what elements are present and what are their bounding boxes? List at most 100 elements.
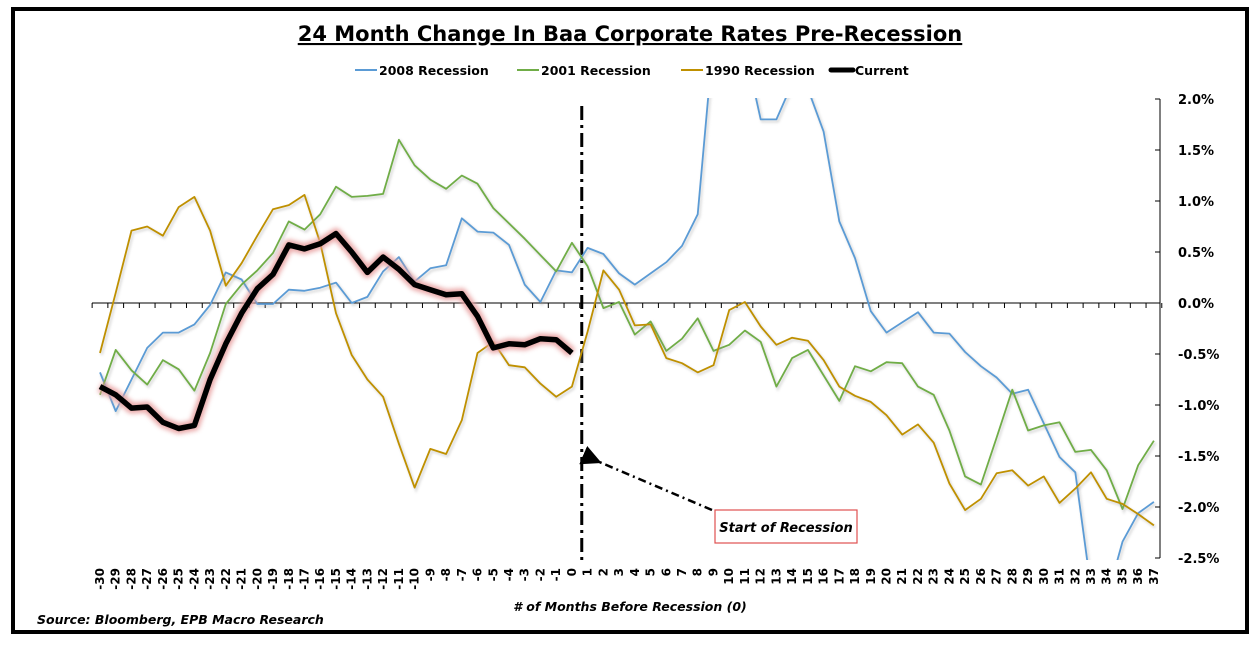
x-tick-label: 15 bbox=[801, 568, 815, 585]
legend-label: Current bbox=[855, 63, 909, 78]
x-tick-label: -19 bbox=[266, 568, 280, 590]
x-tick-label: -20 bbox=[250, 568, 264, 590]
series-2001-recession-shadow bbox=[100, 138, 1157, 515]
x-tick-label: 8 bbox=[691, 568, 705, 576]
x-tick-label: 2 bbox=[596, 568, 610, 576]
x-tick-label: 28 bbox=[1005, 568, 1019, 585]
x-tick-label: 11 bbox=[738, 568, 752, 585]
x-tick-label: 16 bbox=[817, 568, 831, 585]
series-1990-recession-line bbox=[99, 193, 1155, 527]
series-layer bbox=[97, 98, 1157, 560]
x-tick-label: 20 bbox=[880, 568, 894, 585]
x-tick-label: -17 bbox=[297, 568, 311, 590]
x-axis: -30 -29 -28 -27 -26 -25 -24 -23 -22 -21 -20 -19 -18-… bbox=[91, 302, 1163, 590]
x-tick-label: -16 bbox=[313, 568, 327, 590]
legend-item-current: Current bbox=[828, 63, 909, 78]
x-tick-label: 36 bbox=[1131, 568, 1145, 585]
x-tick-label: 21 bbox=[895, 568, 909, 585]
y-tick-label: 2.0% bbox=[1178, 93, 1214, 108]
chart-title: 24 Month Change In Baa Corporate Rates P… bbox=[298, 22, 963, 46]
series-1990-recession-shadow bbox=[100, 194, 1157, 529]
x-tick-label: 33 bbox=[1084, 568, 1098, 585]
legend-item-1990-recession: 1990 Recession bbox=[681, 63, 815, 78]
annotation-text: Start of Recession bbox=[719, 521, 852, 536]
legend-item-2001-recession: 2001 Recession bbox=[517, 63, 651, 78]
x-tick-label: -24 bbox=[187, 568, 201, 590]
x-tick-label: 31 bbox=[1053, 568, 1067, 585]
x-tick-label: -28 bbox=[124, 568, 138, 590]
x-tick-label: 7 bbox=[675, 568, 689, 576]
y-tick-label: -1.5% bbox=[1178, 450, 1219, 465]
x-tick-label: -4 bbox=[502, 568, 516, 581]
annotation-arrow bbox=[579, 445, 713, 512]
x-tick-label: -9 bbox=[423, 568, 437, 581]
x-tick-label: 32 bbox=[1068, 568, 1082, 585]
series-2008-recession-line bbox=[99, 98, 1155, 560]
x-tick-label: 29 bbox=[1021, 568, 1035, 585]
x-tick-label: -1 bbox=[549, 568, 563, 581]
series-current-glow bbox=[97, 228, 576, 434]
x-tick-label: 18 bbox=[848, 568, 862, 585]
x-tick-label: -14 bbox=[345, 568, 359, 590]
x-tick-label: 1 bbox=[581, 568, 595, 576]
x-tick-label: 12 bbox=[754, 568, 768, 585]
x-tick-label: -2 bbox=[533, 568, 547, 581]
x-tick-label: 9 bbox=[706, 568, 720, 576]
y-tick-label: 0.5% bbox=[1178, 246, 1214, 261]
x-tick-label: -18 bbox=[282, 568, 296, 590]
y-axis: 2.0% 1.5% 1.0% 0.5% 0.0% -0.5% -1.0% -1.5% -2.0%… bbox=[1155, 93, 1219, 567]
x-tick-label: -25 bbox=[172, 568, 186, 590]
x-tick-label: -12 bbox=[376, 568, 390, 590]
x-axis-label: # of Months Before Recession (0) bbox=[513, 599, 747, 614]
x-tick-label: 5 bbox=[644, 568, 658, 576]
x-tick-label: 30 bbox=[1037, 568, 1051, 585]
x-tick-label: 0 bbox=[565, 568, 579, 576]
x-tick-label: 23 bbox=[927, 568, 941, 585]
x-tick-label: 35 bbox=[1115, 568, 1129, 585]
x-tick-label: -7 bbox=[455, 568, 469, 581]
x-tick-label: -8 bbox=[439, 568, 453, 581]
x-tick-label: 14 bbox=[785, 568, 799, 585]
chart-frame bbox=[11, 7, 1249, 634]
x-tick-label: -5 bbox=[486, 568, 500, 581]
x-tick-label: -6 bbox=[471, 568, 485, 581]
x-tick-label: -26 bbox=[156, 568, 170, 590]
y-tick-label: 1.5% bbox=[1178, 144, 1214, 159]
x-tick-label: 13 bbox=[769, 568, 783, 585]
legend-label: 2001 Recession bbox=[541, 63, 651, 78]
annotation-box bbox=[714, 509, 858, 544]
source-note: Source: Bloomberg, EPB Macro Research bbox=[37, 612, 324, 627]
legend: 2008 Recession 2001 Recession 1990 Recessi… bbox=[355, 63, 909, 78]
x-tick-label: -13 bbox=[360, 568, 374, 590]
x-tick-label: -21 bbox=[235, 568, 249, 590]
x-tick-label: 37 bbox=[1147, 568, 1161, 585]
series-2008-recession-shadow bbox=[100, 98, 1157, 560]
x-tick-label: 6 bbox=[659, 568, 673, 576]
y-tick-label: -2.0% bbox=[1178, 501, 1219, 516]
x-tick-label: -22 bbox=[219, 568, 233, 590]
x-tick-label: 26 bbox=[974, 568, 988, 585]
x-tick-label: 34 bbox=[1100, 568, 1114, 585]
x-tick-label: 27 bbox=[990, 568, 1004, 585]
x-tick-label: -11 bbox=[392, 568, 406, 590]
legend-item-2008-recession: 2008 Recession bbox=[355, 63, 489, 78]
x-tick-label: -3 bbox=[518, 568, 532, 581]
x-tick-label: 24 bbox=[942, 568, 956, 585]
y-tick-label: 0.0% bbox=[1178, 297, 1214, 312]
x-tick-label: -30 bbox=[93, 568, 107, 590]
x-tick-label: 25 bbox=[958, 568, 972, 585]
x-tick-label: -29 bbox=[109, 568, 123, 590]
x-tick-label: -23 bbox=[203, 568, 217, 590]
x-tick-label: 4 bbox=[628, 568, 642, 576]
legend-label: 2008 Recession bbox=[379, 63, 489, 78]
y-tick-label: -2.5% bbox=[1178, 552, 1219, 567]
y-tick-label: -1.0% bbox=[1178, 399, 1219, 414]
y-tick-label: 1.0% bbox=[1178, 195, 1214, 210]
x-tick-label: -10 bbox=[408, 568, 422, 590]
x-tick-label: 10 bbox=[722, 568, 736, 585]
y-tick-label: -0.5% bbox=[1178, 348, 1219, 363]
x-tick-label: 22 bbox=[911, 568, 925, 585]
x-tick-label: -15 bbox=[329, 568, 343, 590]
x-tick-label: 19 bbox=[864, 568, 878, 585]
